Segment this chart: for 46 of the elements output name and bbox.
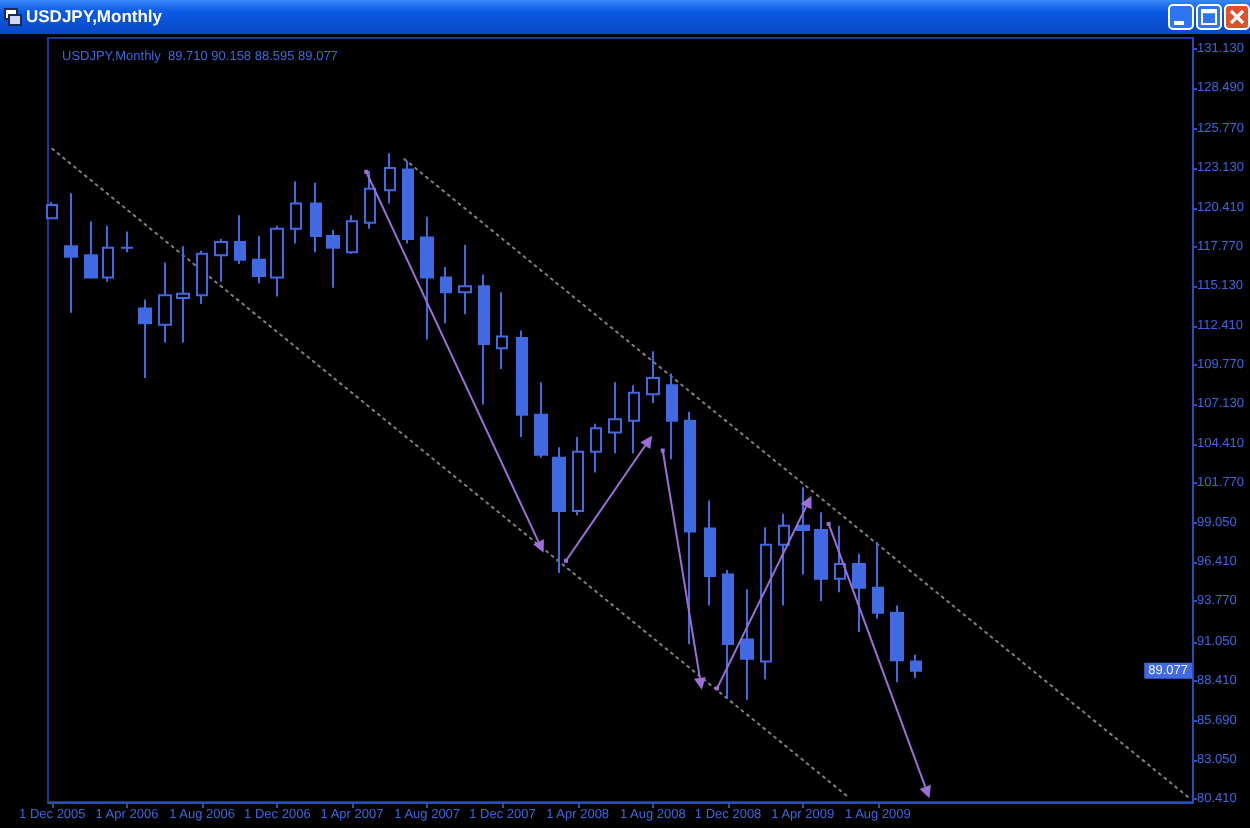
candlestick [64,192,78,314]
candlestick [158,261,172,344]
candlestick [346,214,358,255]
candlestick [176,245,190,344]
candlestick [46,201,58,220]
candlestick [572,435,584,517]
candlestick [796,486,810,576]
candlestick [722,568,734,700]
candlestick [890,604,904,684]
candlestick [910,653,922,679]
candlestick [138,298,152,379]
candlestick [778,512,790,607]
candlestick [590,422,602,474]
candlestick [310,181,322,254]
candlestick [384,152,396,205]
candlestick [704,499,716,607]
candlestick [326,229,340,289]
candlestick [740,588,754,702]
candlestick [760,526,772,681]
candlestick [834,524,846,594]
candlestick [290,180,302,245]
candlestick [252,235,266,285]
candlestick [814,511,828,603]
candlestick [872,540,884,620]
candlestick [684,410,696,645]
chart-title: USDJPY,Monthly [26,6,163,28]
candlestick [440,266,452,325]
candlestick [478,273,490,406]
candlestick [666,372,678,461]
candlestick [120,230,134,254]
candlestick [420,215,434,341]
candlestick [102,224,114,283]
candlestick [270,224,284,298]
candlestick [496,291,508,371]
candlestick [458,243,472,316]
candlestick [214,237,228,283]
candlestick [852,552,866,634]
candlestick [608,381,622,455]
candlestick [534,381,548,459]
candlestick [84,220,98,280]
candlestick [628,384,640,455]
candlestick [516,329,528,438]
candlestick [196,249,208,305]
candlestick [646,350,660,405]
candlestick [234,214,246,266]
candlestick [402,159,414,245]
